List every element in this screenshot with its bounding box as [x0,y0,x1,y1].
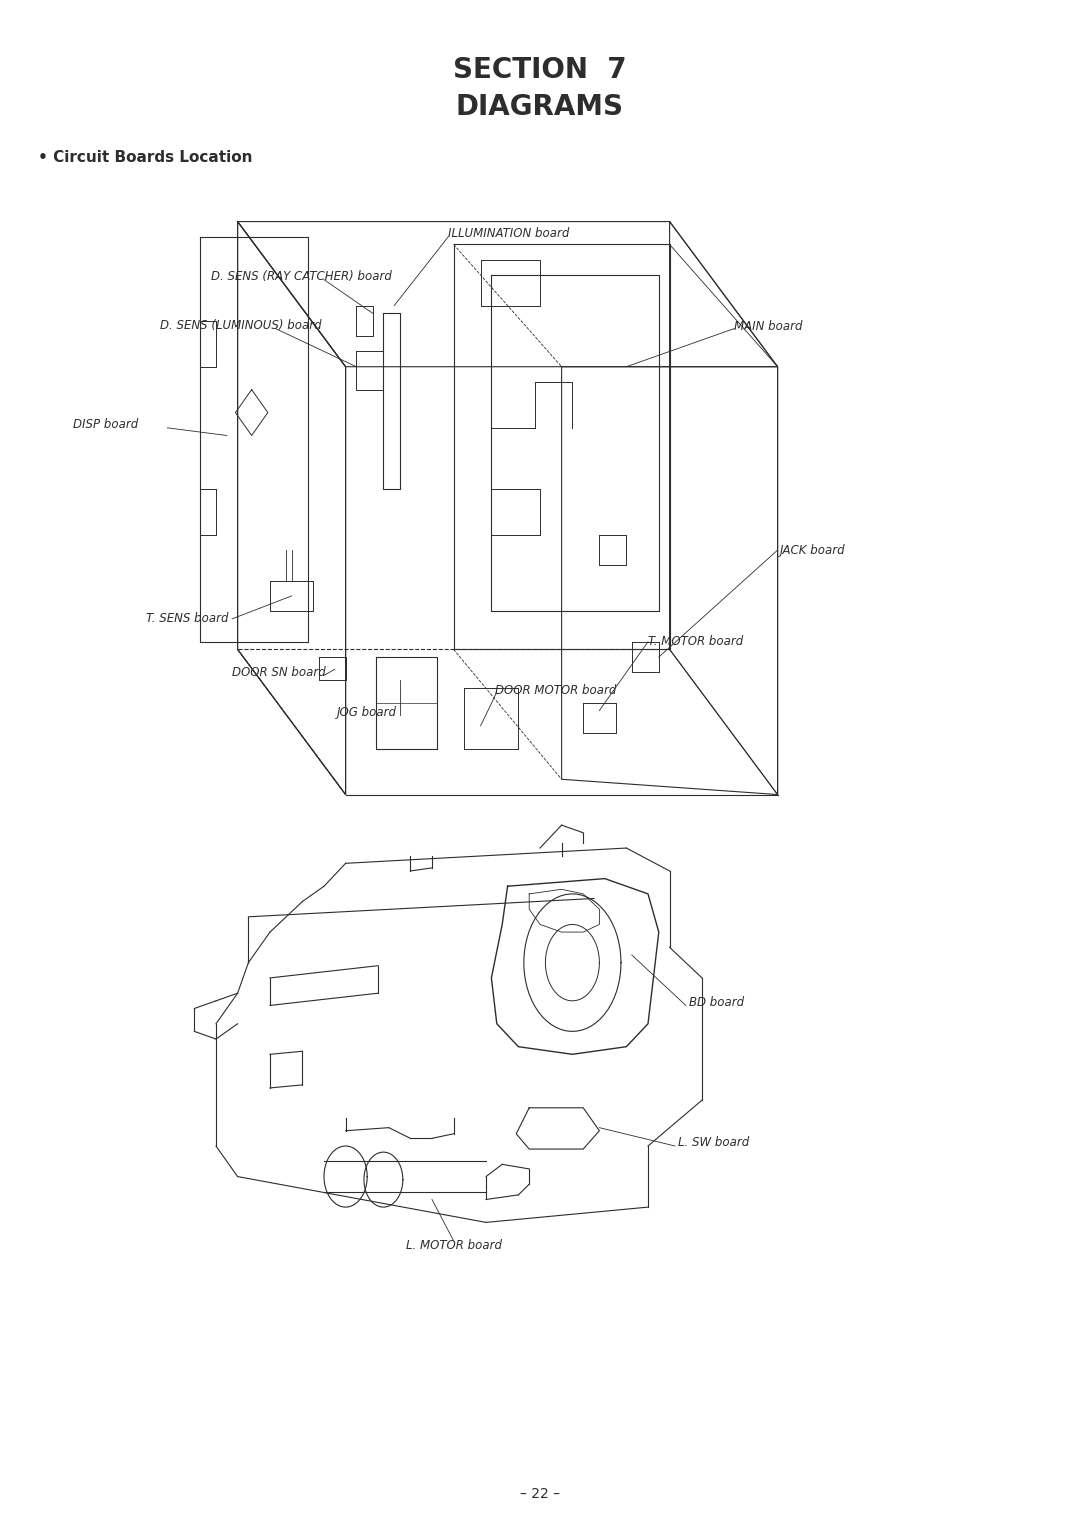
Text: SECTION  7: SECTION 7 [454,57,626,84]
Text: D. SENS (LUMINOUS) board: D. SENS (LUMINOUS) board [160,319,322,332]
Text: L. SW board: L. SW board [678,1137,750,1149]
Text: JACK board: JACK board [780,544,846,556]
Text: D. SENS (RAY CATCHER) board: D. SENS (RAY CATCHER) board [211,270,391,283]
Text: BD board: BD board [689,996,744,1008]
Text: DISP board: DISP board [73,419,138,431]
Text: DOOR MOTOR board: DOOR MOTOR board [495,685,616,697]
Text: L. MOTOR board: L. MOTOR board [406,1239,501,1251]
Text: • Circuit Boards Location: • Circuit Boards Location [38,150,253,165]
Text: MAIN board: MAIN board [734,321,802,333]
Text: JOG board: JOG board [337,706,397,718]
Text: T. MOTOR board: T. MOTOR board [648,636,743,648]
Text: – 22 –: – 22 – [519,1487,561,1502]
Text: DOOR SN board: DOOR SN board [232,666,326,678]
Text: DIAGRAMS: DIAGRAMS [456,93,624,121]
Text: ILLUMINATION board: ILLUMINATION board [448,228,569,240]
Text: T. SENS board: T. SENS board [146,613,228,625]
